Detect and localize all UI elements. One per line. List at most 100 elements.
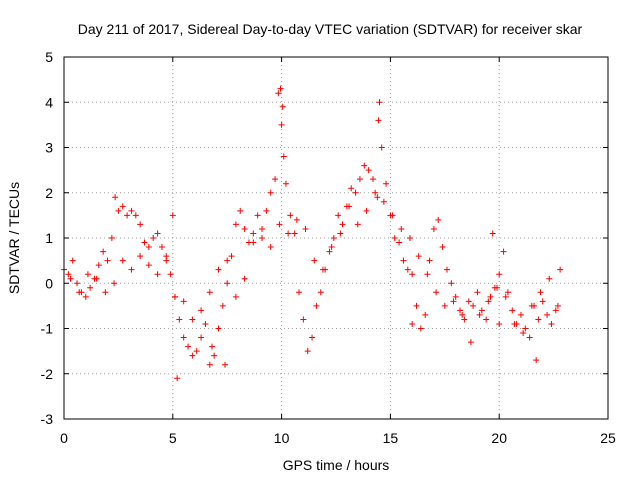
data-point — [208, 343, 215, 350]
data-point — [406, 235, 413, 241]
data-point — [398, 225, 405, 232]
data-point — [65, 271, 72, 278]
data-point — [346, 203, 353, 210]
data-point — [509, 307, 516, 314]
data-point — [376, 99, 383, 106]
data-point — [293, 216, 300, 223]
data-point — [467, 339, 474, 346]
data-point — [337, 230, 344, 237]
data-point — [198, 334, 205, 341]
data-point — [535, 316, 542, 323]
data-point — [443, 266, 450, 273]
data-point — [282, 180, 289, 187]
data-point — [272, 176, 279, 183]
data-point — [112, 194, 119, 201]
data-point — [457, 307, 464, 314]
chart-title: Day 211 of 2017, Sidereal Day-to-day VTE… — [78, 21, 583, 37]
data-point — [189, 352, 196, 359]
y-axis-label: SDTVAR / TECUs — [6, 182, 22, 294]
data-point — [319, 266, 326, 273]
data-point — [430, 225, 437, 232]
data-point — [474, 289, 481, 296]
data-point — [67, 275, 74, 282]
data-point — [400, 257, 407, 264]
data-point — [180, 334, 187, 341]
data-point — [206, 289, 213, 296]
data-point — [461, 316, 468, 323]
data-point — [206, 361, 213, 368]
data-point — [267, 189, 274, 196]
data-point — [279, 103, 286, 110]
data-point — [557, 266, 564, 273]
data-point — [104, 257, 111, 264]
data-point — [494, 284, 501, 291]
data-point — [193, 348, 200, 355]
data-point — [528, 302, 535, 309]
data-point — [141, 239, 148, 246]
data-point — [145, 262, 152, 269]
data-point — [522, 325, 529, 332]
y-tick-label: 5 — [45, 49, 53, 65]
data-point — [361, 162, 368, 169]
data-point — [241, 225, 248, 232]
data-point — [504, 289, 511, 296]
data-point — [198, 307, 205, 314]
data-point — [426, 257, 433, 264]
data-point — [102, 289, 109, 296]
data-point — [533, 357, 540, 364]
data-point — [224, 280, 231, 287]
data-point — [520, 330, 527, 337]
data-points — [61, 85, 564, 382]
data-point — [441, 302, 448, 309]
data-point — [163, 257, 170, 264]
data-point — [552, 307, 559, 314]
data-point — [483, 316, 490, 323]
data-point — [228, 253, 235, 260]
data-point — [232, 293, 239, 300]
data-point — [517, 311, 524, 318]
data-point — [356, 176, 363, 183]
data-point — [459, 311, 466, 318]
data-point — [124, 212, 131, 219]
data-point — [185, 343, 192, 350]
data-point — [215, 266, 222, 273]
data-point — [502, 293, 509, 300]
data-point — [219, 302, 226, 309]
data-point — [452, 293, 459, 300]
data-point — [237, 207, 244, 214]
data-point — [417, 325, 424, 332]
tick-layer: 0 5 10 15 20 25 -3 -2 -1 0 1 2 3 4 5 — [41, 49, 616, 446]
data-point — [82, 293, 89, 300]
data-point — [537, 289, 544, 296]
data-point — [287, 212, 294, 219]
data-point — [309, 334, 316, 341]
data-point — [374, 194, 381, 201]
data-point — [128, 207, 135, 214]
data-point — [375, 117, 382, 124]
data-point — [215, 325, 222, 332]
data-point — [511, 320, 518, 327]
data-point — [277, 85, 284, 92]
x-tick-label: 20 — [491, 430, 507, 446]
data-point — [413, 302, 420, 309]
data-point — [100, 248, 107, 255]
data-point — [404, 266, 411, 273]
data-point — [348, 185, 355, 192]
x-tick-label: 25 — [600, 430, 616, 446]
data-point — [222, 361, 229, 368]
data-point — [465, 298, 472, 305]
data-point — [150, 235, 157, 241]
data-point — [422, 311, 429, 318]
y-tick-label: 3 — [45, 140, 53, 156]
data-point — [396, 239, 403, 246]
data-point — [369, 176, 376, 183]
data-point — [69, 257, 76, 264]
data-point — [87, 284, 94, 291]
data-point — [291, 230, 298, 237]
data-point — [433, 289, 440, 296]
data-point — [202, 320, 209, 327]
data-point — [546, 275, 553, 282]
data-point — [526, 334, 533, 341]
x-tick-label: 15 — [383, 430, 399, 446]
